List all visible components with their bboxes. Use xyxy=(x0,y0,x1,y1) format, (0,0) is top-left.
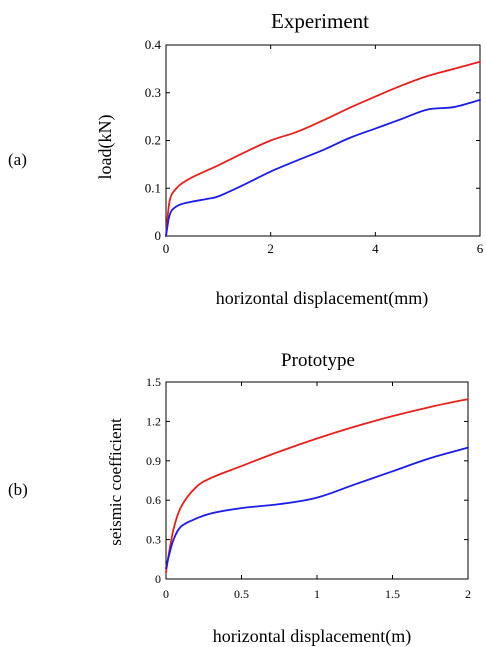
x-tick-label: 1 xyxy=(314,587,320,601)
x-tick-label: 0 xyxy=(163,587,169,601)
y-tick-label: 0 xyxy=(155,228,162,243)
x-tick-label: 6 xyxy=(477,241,484,256)
y-tick-label: 0.6 xyxy=(146,493,161,507)
y-tick-label: 0.4 xyxy=(145,37,162,52)
y-tick-label: 0.3 xyxy=(146,533,161,547)
chart-title-prototype: Prototype xyxy=(281,350,355,371)
y-tick-label: 0.9 xyxy=(146,454,161,468)
y-tick-label: 0.3 xyxy=(145,85,161,100)
y-tick-label: 1.2 xyxy=(146,414,161,428)
y-tick-label: 0.1 xyxy=(145,180,161,195)
y-tick-label: 1.5 xyxy=(146,375,161,389)
y-tick-label: 0 xyxy=(155,572,161,586)
y-axis-label-load: load(kN) xyxy=(95,115,116,180)
experiment-chart: (a) Experiment load(kN) horizontal displ… xyxy=(8,9,484,309)
y-axis-label-seismic: seismic coefficient xyxy=(106,418,125,546)
blue-series-line xyxy=(165,446,469,570)
x-tick-label: 4 xyxy=(372,241,379,256)
series-a xyxy=(165,60,481,237)
blue-series-line xyxy=(165,99,481,237)
x-axis-label-m: horizontal displacement(m) xyxy=(213,626,411,647)
prototype-chart: (b) Prototype seismic coefficient horizo… xyxy=(8,350,471,647)
x-tick-label: 2 xyxy=(267,241,274,256)
x-tick-label: 2 xyxy=(465,587,471,601)
panel-label-a: (a) xyxy=(8,150,27,169)
x-tick-label: 1.5 xyxy=(385,587,400,601)
ticks-b: 0 0.5 1 1.5 2 0 0.3 0.6 0.9 1.2 1.5 xyxy=(146,375,471,601)
series-b xyxy=(165,398,469,574)
plot-frame-b xyxy=(165,381,469,580)
x-tick-label: 0.5 xyxy=(234,587,249,601)
chart-title-experiment: Experiment xyxy=(271,9,369,33)
x-tick-label: 0 xyxy=(163,241,170,256)
ticks-a: 0 2 4 6 0 0.1 0.2 0.3 0.4 xyxy=(145,37,484,256)
y-tick-label: 0.2 xyxy=(145,133,161,148)
panel-label-b: (b) xyxy=(8,480,28,499)
red-series-line xyxy=(165,60,481,237)
x-axis-label-mm: horizontal displacement(mm) xyxy=(216,288,428,309)
red-series-line xyxy=(165,398,469,574)
